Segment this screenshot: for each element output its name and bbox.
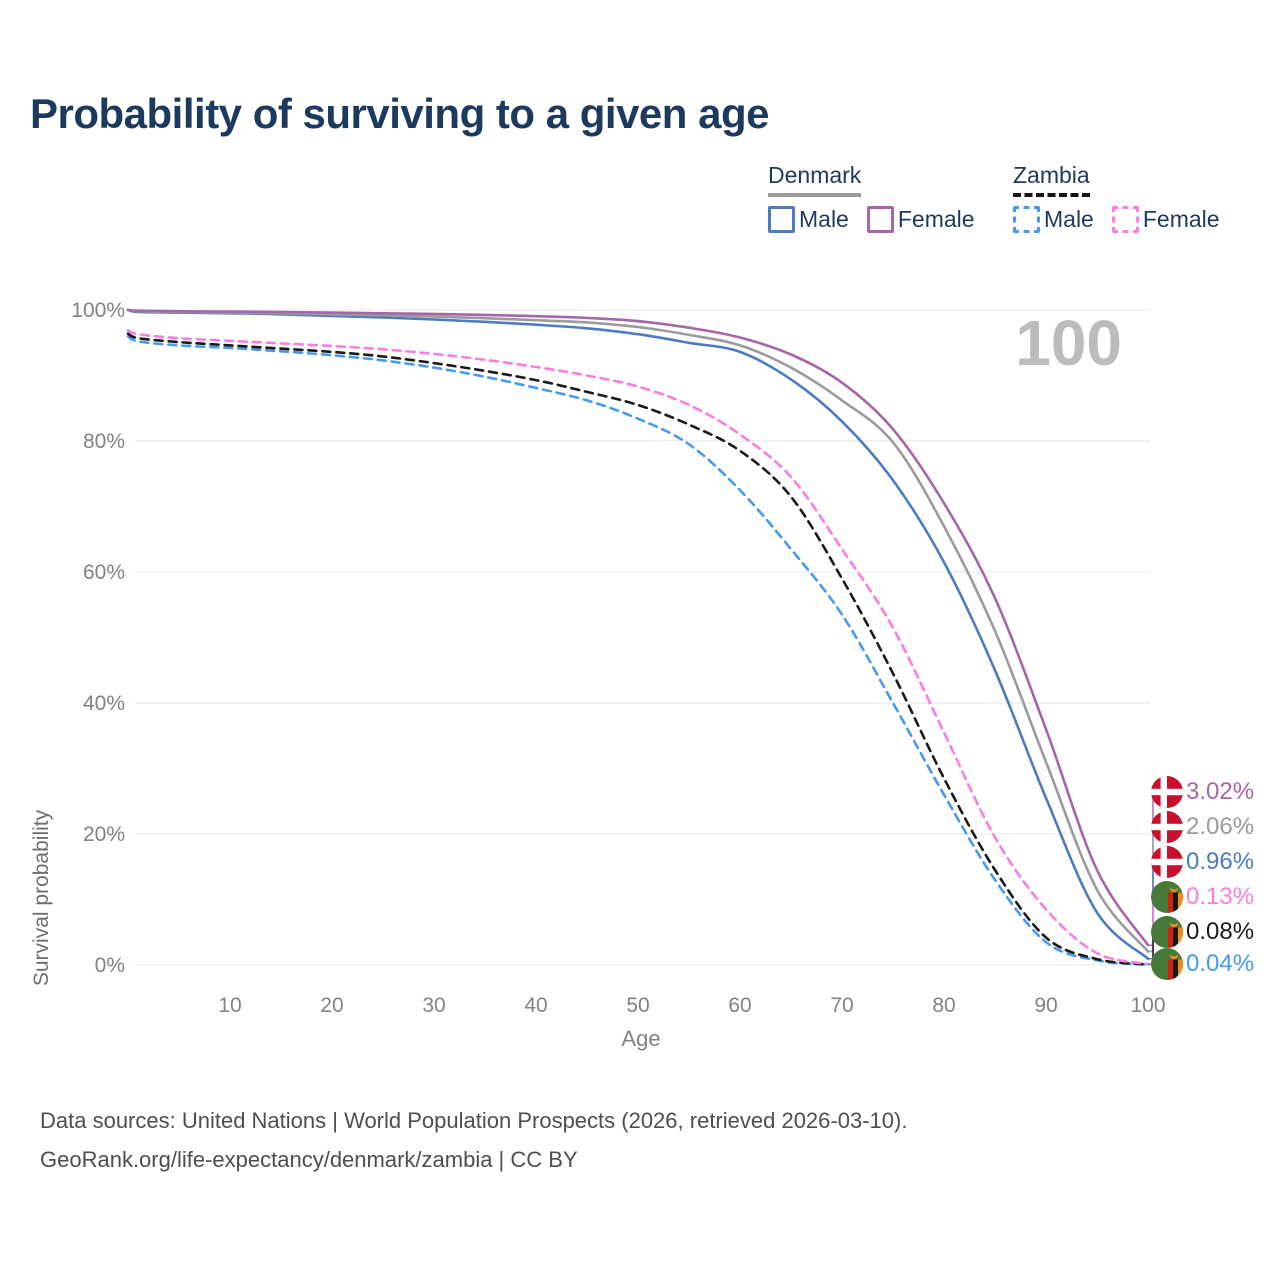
curve-denmark-both-sexes: [126, 308, 1150, 953]
y-axis-label: Survival probability: [30, 809, 53, 987]
zambia-flag-icon: [1151, 948, 1183, 980]
end-label-value: 3.02%: [1186, 778, 1255, 805]
survival-chart-svg: 100 0% 20% 40% 60% 80% 100% 10 20 30 40 50 60 70 80 90…: [71, 299, 1165, 1051]
age-watermark: 100: [1015, 307, 1122, 379]
zambia-flag-icon: [1151, 916, 1183, 948]
end-label-value: 0.08%: [1186, 918, 1255, 945]
y-tick-20: 20%: [83, 823, 125, 846]
denmark-female-swatch: [866, 206, 894, 233]
end-label-value: 0.96%: [1186, 848, 1255, 875]
legend-item-denmark-male-label: Male: [799, 206, 849, 232]
end-label-denmark-both-sexes: 2.06%: [1151, 811, 1254, 843]
denmark-flag-icon: [1151, 776, 1183, 808]
zambia-female-swatch: [1111, 206, 1139, 233]
curve-zambia-female: [126, 329, 1150, 966]
legend-group-zambia: Zambia Male Female: [1013, 162, 1220, 233]
legend-country-zambia-label: Zambia: [1013, 162, 1090, 188]
x-tick-30: 30: [422, 994, 445, 1017]
legend: Denmark Male Female Zambia Male: [0, 162, 1280, 242]
legend-item-zambia-female-label: Female: [1142, 206, 1220, 232]
legend-item-zambia-female[interactable]: Female: [1111, 206, 1220, 233]
chart-area: 100 0% 20% 40% 60% 80% 100% 10 20 30 40 50 60 70 80 90…: [0, 280, 1280, 1080]
legend-item-denmark-female-label: Female: [897, 206, 975, 232]
y-tick-100: 100%: [71, 299, 125, 322]
zambia-male-swatch: [1013, 206, 1040, 233]
gridlines: [135, 309, 1150, 966]
end-label-zambia-male: 0.04%: [1151, 948, 1254, 980]
legend-item-zambia-male-label: Male: [1044, 206, 1094, 232]
curve-denmark-male: [126, 308, 1150, 960]
legend-country-denmark-label: Denmark: [768, 162, 862, 188]
denmark-flag-icon: [1151, 846, 1183, 878]
legend-country-denmark: Denmark: [768, 162, 862, 197]
axis-ticks: 0% 20% 40% 60% 80% 100% 10 20 30 40 50 60 70 80 90 100: [71, 299, 1165, 1017]
curves: [126, 308, 1150, 966]
end-label-value: 0.13%: [1186, 883, 1255, 910]
curve-zambia-male: [126, 334, 1150, 966]
legend-group-denmark: Denmark Male Female: [768, 162, 975, 233]
curve-denmark-female: [126, 308, 1150, 947]
footer-sources: Data sources: United Nations | World Pop…: [40, 1108, 908, 1133]
end-label-denmark-female: 3.02%: [1151, 776, 1254, 808]
footer-attribution: GeoRank.org/life-expectancy/denmark/zamb…: [40, 1147, 578, 1172]
x-tick-10: 10: [218, 994, 241, 1017]
x-tick-20: 20: [320, 994, 343, 1017]
denmark-flag-icon: [1151, 811, 1183, 843]
x-tick-50: 50: [626, 994, 649, 1017]
end-label-zambia-both-sexes: 0.08%: [1151, 916, 1254, 948]
legend-country-zambia: Zambia: [1013, 162, 1090, 197]
x-tick-90: 90: [1034, 994, 1057, 1017]
end-label-value: 0.04%: [1186, 950, 1255, 977]
chart-title: Probability of surviving to a given age: [30, 90, 769, 137]
x-axis-label: Age: [621, 1026, 660, 1051]
x-tick-70: 70: [830, 994, 853, 1017]
y-tick-80: 80%: [83, 430, 125, 453]
zambia-flag-icon: [1151, 881, 1183, 913]
end-label-value: 2.06%: [1186, 813, 1255, 840]
legend-item-zambia-male[interactable]: Male: [1013, 206, 1094, 233]
legend-item-denmark-female[interactable]: Female: [866, 206, 975, 233]
end-label-denmark-male: 0.96%: [1151, 846, 1254, 878]
y-tick-60: 60%: [83, 561, 125, 584]
x-tick-40: 40: [524, 994, 547, 1017]
curve-zambia-both-sexes: [126, 332, 1150, 966]
legend-item-denmark-male[interactable]: Male: [768, 206, 849, 233]
y-tick-40: 40%: [83, 692, 125, 715]
denmark-male-swatch: [768, 206, 795, 233]
y-tick-0: 0%: [95, 954, 125, 977]
x-tick-60: 60: [728, 994, 751, 1017]
x-tick-80: 80: [932, 994, 955, 1017]
end-label-zambia-female: 0.13%: [1151, 881, 1254, 913]
x-tick-100: 100: [1130, 994, 1165, 1017]
